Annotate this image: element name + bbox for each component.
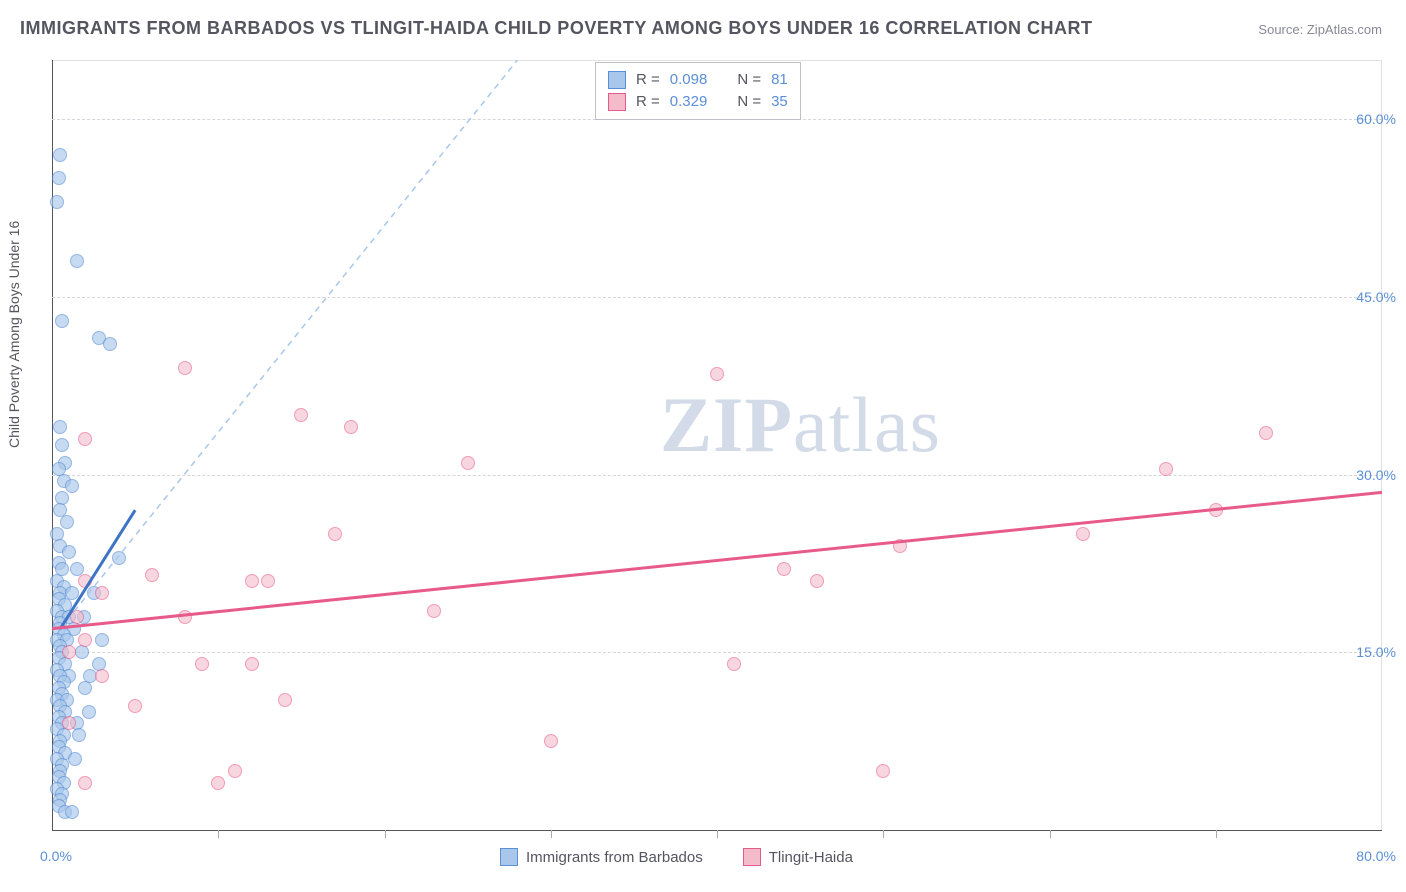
data-point-tlingit [710, 367, 724, 381]
n-label: N = [737, 91, 761, 113]
watermark: ZIPatlas [660, 380, 941, 470]
data-point-tlingit [427, 604, 441, 618]
legend-item-tlingit: Tlingit-Haida [743, 848, 853, 866]
data-point-tlingit [78, 633, 92, 647]
r-value: 0.329 [670, 91, 708, 113]
legend-swatch [743, 848, 761, 866]
data-point-tlingit [195, 657, 209, 671]
data-point-barbados [70, 254, 84, 268]
data-point-tlingit [278, 693, 292, 707]
r-value: 0.098 [670, 69, 708, 91]
gridline-h [52, 475, 1382, 476]
data-point-barbados [55, 314, 69, 328]
y-tick-label: 60.0% [1356, 111, 1396, 127]
data-point-tlingit [145, 568, 159, 582]
n-value: 35 [771, 91, 788, 113]
stats-legend-row-barbados: R = 0.098 N = 81 [608, 69, 788, 91]
data-point-tlingit [461, 456, 475, 470]
series-legend: Immigrants from Barbados Tlingit-Haida [500, 848, 853, 866]
data-point-tlingit [777, 562, 791, 576]
data-point-barbados [55, 438, 69, 452]
data-point-tlingit [261, 574, 275, 588]
data-point-tlingit [876, 764, 890, 778]
stats-legend: R = 0.098 N = 81 R = 0.329 N = 35 [595, 62, 801, 120]
y-axis-label: Child Poverty Among Boys Under 16 [6, 221, 22, 448]
gridline-h [52, 652, 1382, 653]
data-point-tlingit [810, 574, 824, 588]
data-point-tlingit [1159, 462, 1173, 476]
data-point-tlingit [1209, 503, 1223, 517]
data-point-tlingit [727, 657, 741, 671]
data-point-barbados [72, 728, 86, 742]
x-tick [717, 830, 718, 838]
n-value: 81 [771, 69, 788, 91]
source-attribution: Source: ZipAtlas.com [1258, 22, 1382, 37]
data-point-barbados [112, 551, 126, 565]
x-tick [883, 830, 884, 838]
data-point-barbados [75, 645, 89, 659]
data-point-tlingit [294, 408, 308, 422]
r-label: R = [636, 91, 660, 113]
data-point-barbados [65, 805, 79, 819]
data-point-barbados [60, 515, 74, 529]
data-point-tlingit [228, 764, 242, 778]
data-point-barbados [103, 337, 117, 351]
x-axis-end-label: 80.0% [1356, 848, 1396, 864]
r-label: R = [636, 69, 660, 91]
gridline-h [52, 297, 1382, 298]
y-tick-label: 30.0% [1356, 467, 1396, 483]
data-point-tlingit [95, 586, 109, 600]
legend-swatch [608, 71, 626, 89]
source-label: Source: [1258, 22, 1303, 37]
source-name: ZipAtlas.com [1307, 22, 1382, 37]
data-point-barbados [95, 633, 109, 647]
data-point-barbados [50, 195, 64, 209]
x-axis-origin-label: 0.0% [40, 848, 72, 864]
y-tick-label: 15.0% [1356, 644, 1396, 660]
data-point-tlingit [328, 527, 342, 541]
legend-label: Immigrants from Barbados [526, 849, 703, 866]
data-point-tlingit [78, 432, 92, 446]
x-tick [551, 830, 552, 838]
data-point-barbados [65, 479, 79, 493]
x-tick [1216, 830, 1217, 838]
data-point-barbados [53, 420, 67, 434]
data-point-tlingit [78, 574, 92, 588]
chart-title: IMMIGRANTS FROM BARBADOS VS TLINGIT-HAID… [20, 18, 1093, 39]
data-point-barbados [52, 171, 66, 185]
data-point-barbados [53, 148, 67, 162]
y-tick-label: 45.0% [1356, 289, 1396, 305]
legend-swatch [608, 93, 626, 111]
data-point-tlingit [344, 420, 358, 434]
x-tick [218, 830, 219, 838]
legend-label: Tlingit-Haida [769, 849, 853, 866]
data-point-tlingit [211, 776, 225, 790]
data-point-tlingit [1259, 426, 1273, 440]
data-point-tlingit [95, 669, 109, 683]
data-point-tlingit [62, 716, 76, 730]
data-point-barbados [82, 705, 96, 719]
data-point-tlingit [893, 539, 907, 553]
legend-swatch [500, 848, 518, 866]
data-point-tlingit [128, 699, 142, 713]
data-point-barbados [62, 545, 76, 559]
data-point-tlingit [1076, 527, 1090, 541]
data-point-tlingit [70, 610, 84, 624]
data-point-tlingit [245, 574, 259, 588]
x-tick [385, 830, 386, 838]
data-point-tlingit [62, 645, 76, 659]
data-point-tlingit [178, 610, 192, 624]
x-tick [1050, 830, 1051, 838]
data-point-tlingit [544, 734, 558, 748]
legend-item-barbados: Immigrants from Barbados [500, 848, 703, 866]
data-point-tlingit [78, 776, 92, 790]
stats-legend-row-tlingit: R = 0.329 N = 35 [608, 91, 788, 113]
data-point-tlingit [245, 657, 259, 671]
n-label: N = [737, 69, 761, 91]
data-point-barbados [68, 752, 82, 766]
data-point-tlingit [178, 361, 192, 375]
